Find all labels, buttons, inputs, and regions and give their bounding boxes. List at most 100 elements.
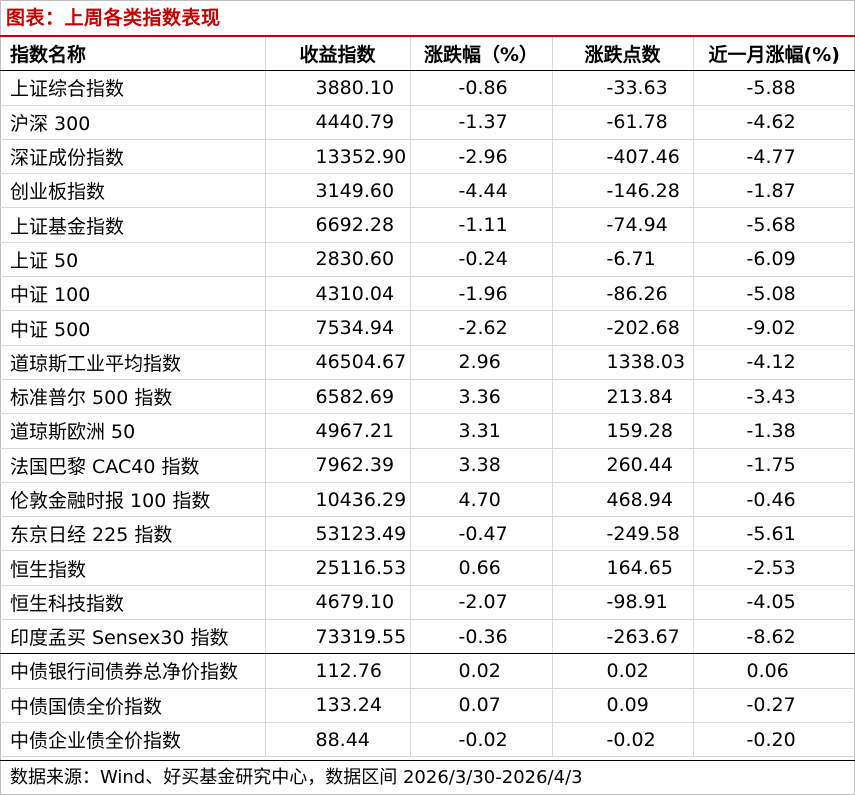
cell-close: 4440.79 [264, 105, 410, 140]
table-row: 中证 500 7534.94 -2.62 -202.68 -9.02 [0, 310, 855, 346]
cell-change-pct: -2.96 [409, 139, 552, 175]
cell-index-name: 中债银行间债券总净价指数 [0, 653, 265, 689]
cell-close: 10436.29 [264, 482, 410, 518]
cell-close: 112.76 [264, 653, 410, 689]
cell-month-pct: -1.87 [692, 173, 855, 209]
table-row: 上证综合指数 3880.10 -0.86 -33.63 -5.88 [0, 70, 855, 106]
table-row: 深证成份指数 13352.90 -2.96 -407.46 -4.77 [0, 139, 855, 175]
cell-change-pct: -4.44 [409, 173, 552, 209]
cell-index-name: 中债国债全价指数 [0, 688, 265, 723]
cell-change-pts: -33.63 [551, 70, 693, 106]
cell-change-pts: -74.94 [551, 207, 693, 243]
cell-change-pct: -1.96 [409, 276, 552, 312]
cell-change-pct: 0.02 [409, 653, 552, 689]
table-row: 恒生指数 25116.53 0.66 164.65 -2.53 [0, 550, 855, 586]
cell-change-pts: 0.02 [551, 653, 693, 689]
cell-month-pct: -1.38 [692, 413, 855, 449]
cell-change-pts: -146.28 [551, 173, 693, 209]
cell-month-pct: -4.62 [692, 105, 855, 140]
cell-change-pts: -263.67 [551, 619, 693, 655]
table-row: 标准普尔 500 指数 6582.69 3.36 213.84 -3.43 [0, 379, 855, 415]
table-row: 上证 50 2830.60 -0.24 -6.71 -6.09 [0, 242, 855, 278]
cell-change-pts: 468.94 [551, 482, 693, 518]
table-row: 中债企业债全价指数 88.44 -0.02 -0.02 -0.20 [0, 722, 855, 758]
cell-change-pts: 164.65 [551, 550, 693, 586]
cell-month-pct: -1.75 [692, 448, 855, 483]
table-row: 东京日经 225 指数 53123.49 -0.47 -249.58 -5.61 [0, 516, 855, 552]
header-close: 收益指数 [264, 37, 410, 72]
cell-change-pts: -86.26 [551, 276, 693, 312]
cell-change-pts: -407.46 [551, 139, 693, 175]
table-body: 上证综合指数 3880.10 -0.86 -33.63 -5.88 沪深 300 4440.… [0, 70, 855, 758]
cell-month-pct: -4.05 [692, 585, 855, 621]
cell-change-pts: 159.28 [551, 413, 693, 449]
cell-month-pct: -3.43 [692, 379, 855, 415]
cell-index-name: 上证基金指数 [0, 207, 265, 243]
cell-month-pct: 0.06 [692, 653, 855, 689]
cell-change-pct: -2.62 [409, 310, 552, 346]
cell-month-pct: -0.46 [692, 482, 855, 518]
header-row: 指数名称 收益指数 涨跌幅（%） 涨跌点数 近一月涨幅(%) [0, 37, 855, 72]
cell-change-pct: -1.37 [409, 105, 552, 140]
cell-close: 7534.94 [264, 310, 410, 346]
cell-index-name: 法国巴黎 CAC40 指数 [0, 448, 265, 483]
cell-close: 4310.04 [264, 276, 410, 312]
cell-close: 73319.55 [264, 619, 410, 655]
cell-change-pct: -0.47 [409, 516, 552, 552]
cell-index-name: 标准普尔 500 指数 [0, 379, 265, 415]
table-row: 道琼斯欧洲 50 4967.21 3.31 159.28 -1.38 [0, 413, 855, 449]
cell-close: 2830.60 [264, 242, 410, 278]
cell-change-pts: -6.71 [551, 242, 693, 278]
cell-index-name: 中证 100 [0, 276, 265, 312]
cell-change-pct: -1.11 [409, 207, 552, 243]
cell-close: 53123.49 [264, 516, 410, 552]
cell-index-name: 恒生科技指数 [0, 585, 265, 621]
header-index-name: 指数名称 [0, 37, 265, 72]
cell-change-pct: -2.07 [409, 585, 552, 621]
cell-close: 4679.10 [264, 585, 410, 621]
table-row: 中证 100 4310.04 -1.96 -86.26 -5.08 [0, 276, 855, 312]
table-row: 法国巴黎 CAC40 指数 7962.39 3.38 260.44 -1.75 [0, 448, 855, 483]
cell-change-pct: -0.02 [409, 722, 552, 758]
cell-index-name: 上证综合指数 [0, 70, 265, 106]
cell-close: 88.44 [264, 722, 410, 758]
cell-change-pct: 0.66 [409, 550, 552, 586]
cell-month-pct: -2.53 [692, 550, 855, 586]
cell-index-name: 沪深 300 [0, 105, 265, 140]
cell-index-name: 中证 500 [0, 310, 265, 346]
cell-month-pct: -4.77 [692, 139, 855, 175]
cell-month-pct: -0.27 [692, 688, 855, 723]
cell-change-pct: 3.31 [409, 413, 552, 449]
table-row: 伦敦金融时报 100 指数 10436.29 4.70 468.94 -0.46 [0, 482, 855, 518]
table-row: 上证基金指数 6692.28 -1.11 -74.94 -5.68 [0, 207, 855, 243]
cell-change-pct: 4.70 [409, 482, 552, 518]
cell-index-name: 中债企业债全价指数 [0, 722, 265, 758]
cell-change-pct: -0.36 [409, 619, 552, 655]
cell-change-pct: -0.24 [409, 242, 552, 278]
cell-index-name: 道琼斯工业平均指数 [0, 345, 265, 380]
table-row: 道琼斯工业平均指数 46504.67 2.96 1338.03 -4.12 [0, 345, 855, 380]
cell-month-pct: -0.20 [692, 722, 855, 758]
header-change-pts: 涨跌点数 [551, 37, 693, 72]
cell-change-pts: -98.91 [551, 585, 693, 621]
cell-change-pts: 213.84 [551, 379, 693, 415]
cell-close: 46504.67 [264, 345, 410, 380]
cell-change-pct: -0.86 [409, 70, 552, 106]
cell-month-pct: -9.02 [692, 310, 855, 346]
cell-change-pct: 3.36 [409, 379, 552, 415]
cell-index-name: 道琼斯欧洲 50 [0, 413, 265, 449]
header-change-pct: 涨跌幅（%） [409, 37, 552, 72]
cell-month-pct: -5.61 [692, 516, 855, 552]
cell-close: 25116.53 [264, 550, 410, 586]
cell-month-pct: -8.62 [692, 619, 855, 655]
cell-index-name: 东京日经 225 指数 [0, 516, 265, 552]
cell-change-pts: 260.44 [551, 448, 693, 483]
header-month-pct: 近一月涨幅(%) [692, 37, 855, 72]
table-row: 创业板指数 3149.60 -4.44 -146.28 -1.87 [0, 173, 855, 209]
cell-change-pts: -249.58 [551, 516, 693, 552]
cell-close: 7962.39 [264, 448, 410, 483]
cell-change-pts: -202.68 [551, 310, 693, 346]
cell-close: 6582.69 [264, 379, 410, 415]
cell-close: 4967.21 [264, 413, 410, 449]
cell-index-name: 恒生指数 [0, 550, 265, 586]
